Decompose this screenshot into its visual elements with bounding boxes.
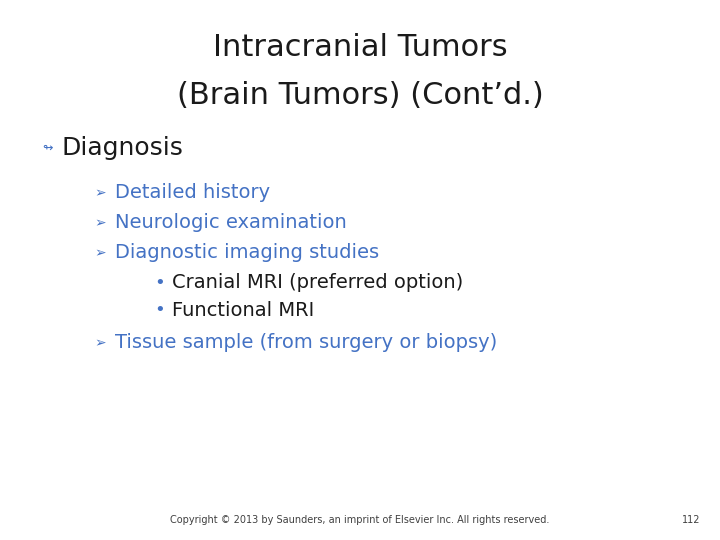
Text: (Brain Tumors) (Cont’d.): (Brain Tumors) (Cont’d.) (176, 80, 544, 110)
Text: ➢: ➢ (94, 336, 106, 350)
Text: Cranial MRI (preferred option): Cranial MRI (preferred option) (172, 273, 463, 293)
Text: ➢: ➢ (94, 186, 106, 200)
Text: ➢: ➢ (94, 216, 106, 230)
Text: ➢: ➢ (94, 246, 106, 260)
Text: •: • (155, 274, 166, 292)
Text: Diagnostic imaging studies: Diagnostic imaging studies (115, 244, 379, 262)
Text: •: • (155, 301, 166, 319)
Text: Neurologic examination: Neurologic examination (115, 213, 347, 233)
Text: Diagnosis: Diagnosis (62, 136, 184, 160)
Text: ↬: ↬ (42, 141, 53, 154)
Text: Tissue sample (from surgery or biopsy): Tissue sample (from surgery or biopsy) (115, 334, 498, 353)
Text: Functional MRI: Functional MRI (172, 300, 314, 320)
Text: Detailed history: Detailed history (115, 184, 270, 202)
Text: Copyright © 2013 by Saunders, an imprint of Elsevier Inc. All rights reserved.: Copyright © 2013 by Saunders, an imprint… (171, 515, 549, 525)
Text: 112: 112 (682, 515, 700, 525)
Text: Intracranial Tumors: Intracranial Tumors (212, 33, 508, 63)
